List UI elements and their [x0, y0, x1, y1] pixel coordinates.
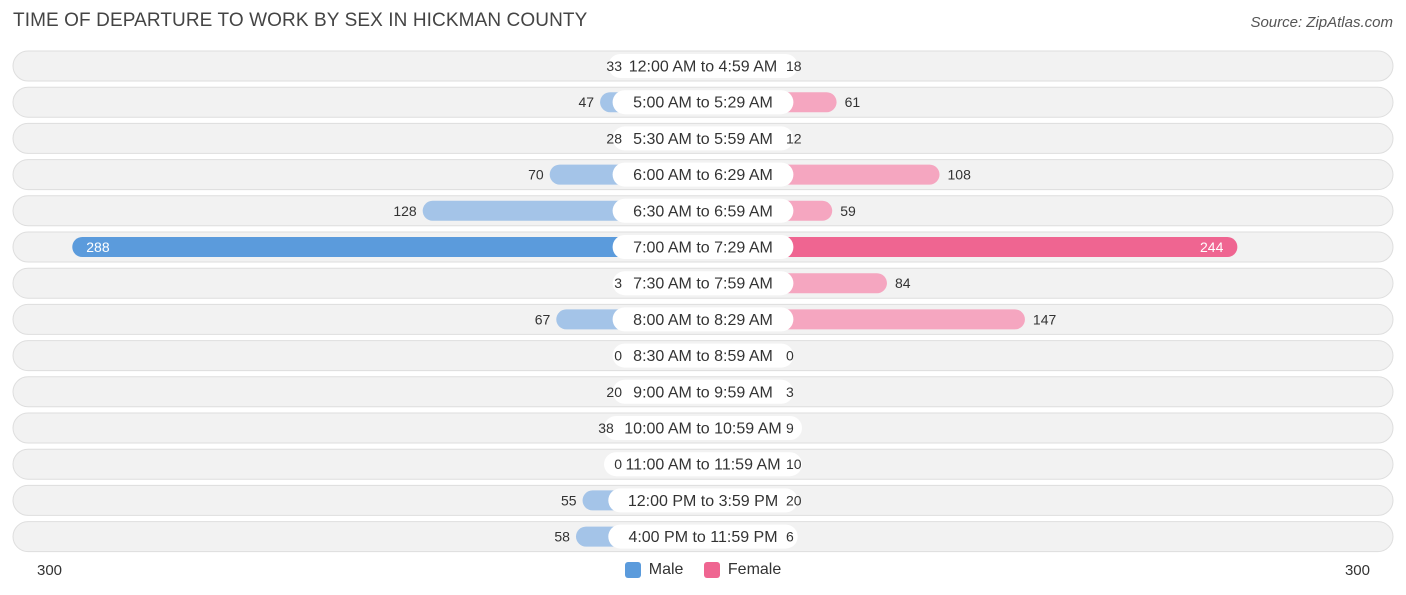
- category-label: 4:00 PM to 11:59 PM: [628, 529, 777, 546]
- axis-left-label: 300: [37, 562, 63, 579]
- value-label-male: 58: [554, 529, 570, 545]
- category-label: 6:30 AM to 6:59 AM: [633, 203, 773, 220]
- legend-item-female: Female: [703, 561, 782, 579]
- value-label-male: 3: [614, 275, 622, 291]
- value-label-female: 18: [786, 58, 802, 74]
- category-pill: [604, 416, 802, 440]
- axis-right-label: 300: [1344, 562, 1370, 579]
- value-label-female: 59: [840, 203, 856, 219]
- category-label: 5:00 AM to 5:29 AM: [633, 95, 773, 112]
- value-label-male: 128: [393, 203, 417, 219]
- value-label-female: 9: [786, 420, 794, 436]
- category-pill: [604, 452, 802, 477]
- value-label-female: 244: [1200, 239, 1224, 255]
- category-label: 9:00 AM to 9:59 AM: [633, 384, 773, 401]
- value-label-male: 38: [598, 420, 614, 436]
- category-label: 11:00 AM to 11:59 AM: [625, 457, 780, 474]
- legend-swatch-female: [703, 562, 720, 578]
- category-label: 7:00 AM to 7:29 AM: [633, 240, 773, 257]
- category-pill: [612, 379, 794, 404]
- category-pill: [612, 343, 794, 368]
- category-pill: [612, 271, 794, 296]
- value-label-male: 70: [528, 167, 544, 183]
- value-label-female: 0: [786, 348, 794, 364]
- legend-label-female: Female: [727, 561, 782, 578]
- value-label-female: 147: [1033, 311, 1057, 327]
- category-pill: [612, 307, 794, 332]
- value-label-male: 67: [535, 311, 551, 327]
- category-pill: [608, 524, 798, 549]
- category-pill: [612, 126, 794, 151]
- value-label-male: 0: [614, 456, 622, 472]
- category-label: 7:30 AM to 7:59 AM: [633, 276, 773, 293]
- category-pill: [608, 54, 798, 78]
- category-label: 6:00 AM to 6:29 AM: [633, 167, 773, 184]
- legend-swatch-male: [624, 562, 641, 578]
- value-label-female: 20: [786, 492, 802, 508]
- category-label: 12:00 PM to 3:59 PM: [628, 493, 778, 510]
- value-label-male: 28: [606, 130, 622, 146]
- category-label: 8:00 AM to 8:29 AM: [633, 312, 773, 329]
- category-pill: [612, 198, 794, 223]
- category-pill: [612, 235, 794, 259]
- category-label: 12:00 AM to 4:59 AM: [629, 59, 778, 76]
- chart-source: Source: ZipAtlas.com: [1250, 14, 1393, 31]
- category-label: 8:30 AM to 8:59 AM: [633, 348, 773, 365]
- value-label-female: 12: [786, 130, 802, 146]
- category-pill: [612, 90, 794, 115]
- category-pill: [608, 488, 798, 513]
- value-label-female: 6: [786, 529, 794, 545]
- value-label-female: 108: [948, 167, 972, 183]
- value-label-female: 3: [786, 384, 794, 400]
- bar-male: [72, 237, 703, 257]
- bar-female: [703, 237, 1238, 257]
- legend-item-male: Male: [624, 561, 684, 579]
- value-label-male: 33: [606, 58, 622, 74]
- value-label-male: 288: [86, 239, 110, 255]
- legend: Male Female: [0, 561, 1406, 583]
- category-pill: [612, 162, 794, 187]
- value-label-male: 47: [578, 94, 594, 110]
- value-label-male: 20: [606, 384, 622, 400]
- value-label-male: 55: [561, 492, 577, 508]
- value-label-female: 61: [845, 94, 861, 110]
- category-label: 5:30 AM to 5:59 AM: [633, 131, 773, 148]
- value-label-female: 84: [895, 275, 911, 291]
- legend-label-male: Male: [648, 561, 684, 578]
- value-label-male: 0: [614, 348, 622, 364]
- value-label-female: 10: [786, 456, 802, 472]
- chart-title: TIME OF DEPARTURE TO WORK BY SEX IN HICK…: [13, 10, 588, 31]
- category-label: 10:00 AM to 10:59 AM: [624, 421, 781, 438]
